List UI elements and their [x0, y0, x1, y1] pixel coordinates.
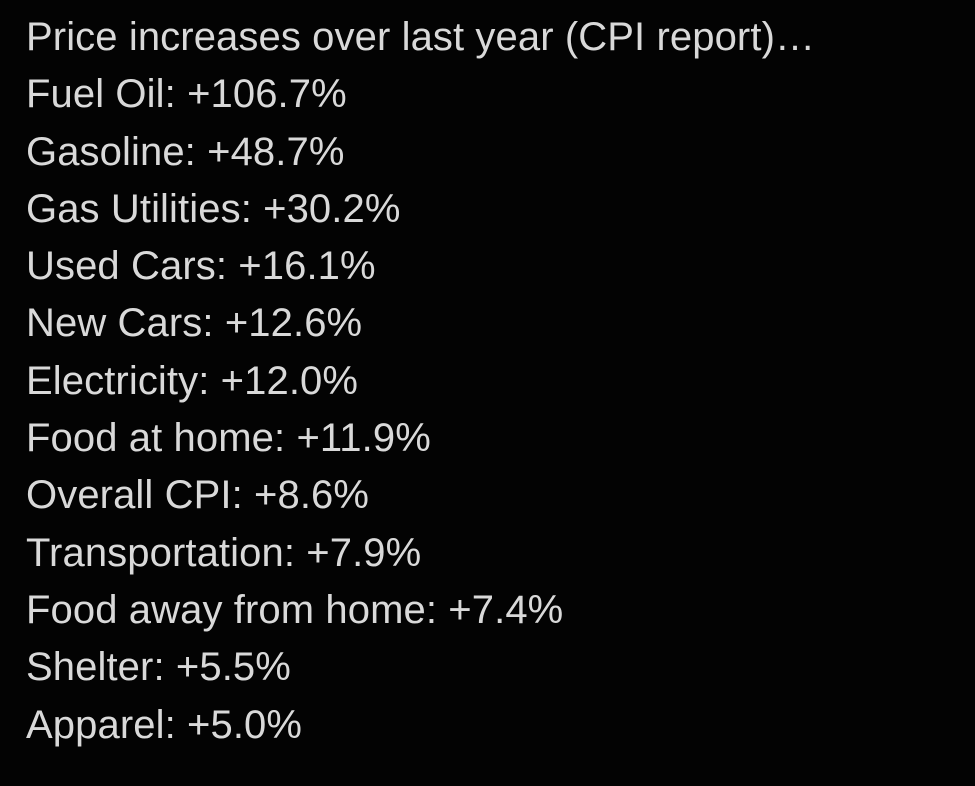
item-label: Gas Utilities [26, 186, 241, 231]
item-value: +7.9% [306, 530, 422, 575]
item-separator: : [198, 358, 221, 403]
item-label: Shelter [26, 645, 154, 690]
cpi-list-item: Shelter: +5.5% [26, 639, 955, 696]
cpi-list-item: Apparel: +5.0% [26, 697, 955, 754]
item-label: Used Cars [26, 244, 216, 289]
cpi-list-item: Gasoline: +48.7% [26, 124, 955, 181]
item-separator: : [202, 301, 225, 346]
item-label: Apparel [26, 702, 165, 747]
item-value: +7.4% [448, 587, 564, 632]
item-separator: : [153, 645, 176, 690]
item-label: Food away from home [26, 587, 426, 632]
item-label: Food at home [26, 416, 275, 461]
post-title: Price increases over last year (CPI repo… [26, 15, 816, 59]
item-separator: : [215, 244, 239, 289]
item-separator: : [283, 530, 307, 575]
item-separator: : [274, 416, 297, 461]
item-label: Electricity [26, 358, 199, 403]
item-label: Fuel Oil [26, 72, 165, 117]
item-separator: : [164, 702, 188, 747]
cpi-list-item: Overall CPI: +8.6% [26, 467, 955, 524]
item-value: +12.0% [220, 358, 359, 403]
cpi-list-item: Food at home: +11.9% [26, 410, 955, 467]
item-value: +16.1% [238, 244, 376, 289]
cpi-list-item: Electricity: +12.0% [26, 353, 955, 410]
item-value: +8.6% [254, 473, 370, 518]
cpi-list-item: Used Cars: +16.1% [26, 238, 955, 295]
cpi-list-item: Fuel Oil: +106.7% [26, 66, 955, 123]
cpi-list-item: Gas Utilities: +30.2% [26, 181, 955, 238]
item-separator: : [425, 587, 449, 632]
item-value: +48.7% [207, 129, 345, 174]
item-separator: : [231, 473, 255, 518]
item-value: +5.5% [175, 645, 291, 690]
item-label: New Cars [26, 301, 203, 346]
cpi-list-item: Transportation: +7.9% [26, 525, 955, 582]
item-separator: : [184, 129, 208, 174]
item-value: +30.2% [263, 186, 401, 231]
item-label: Overall CPI [26, 473, 232, 518]
cpi-list-item: Food away from home: +7.4% [26, 582, 955, 639]
cpi-list: Fuel Oil: +106.7% Gasoline: +48.7% Gas U… [26, 66, 955, 754]
item-separator: : [240, 186, 264, 231]
cpi-list-item: New Cars: +12.6% [26, 295, 955, 352]
item-separator: : [164, 72, 188, 117]
item-label: Transportation [26, 530, 284, 575]
item-value: +11.9% [296, 416, 431, 461]
item-value: +106.7% [187, 72, 347, 117]
item-value: +12.6% [224, 301, 363, 346]
item-label: Gasoline [26, 129, 185, 174]
item-value: +5.0% [187, 702, 303, 747]
